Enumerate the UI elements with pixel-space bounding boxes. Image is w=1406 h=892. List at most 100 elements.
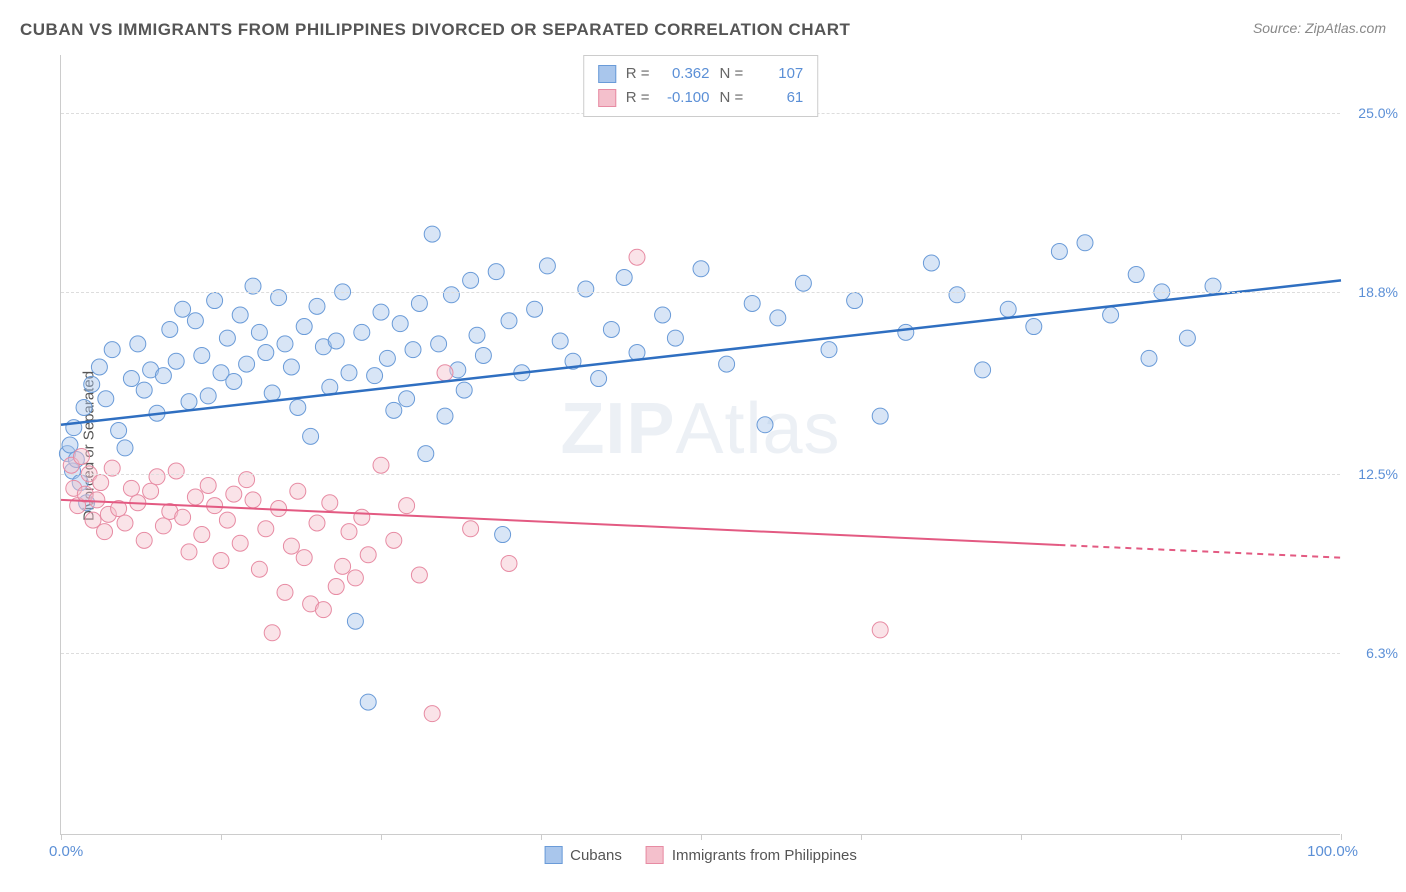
correlation-stats-box: R = 0.362 N = 107 R = -0.100 N = 61 <box>583 55 819 117</box>
scatter-point <box>603 321 619 337</box>
y-tick-label: 25.0% <box>1358 105 1398 121</box>
scatter-point <box>93 475 109 491</box>
scatter-point <box>226 486 242 502</box>
scatter-point <box>373 304 389 320</box>
x-tick <box>861 834 862 840</box>
scatter-point <box>386 402 402 418</box>
y-tick-label: 18.8% <box>1358 284 1398 300</box>
legend-swatch-1 <box>544 846 562 864</box>
scatter-point <box>667 330 683 346</box>
scatter-point <box>373 457 389 473</box>
scatter-point <box>456 382 472 398</box>
scatter-point <box>341 365 357 381</box>
legend-item-2: Immigrants from Philippines <box>646 846 857 864</box>
scatter-point <box>136 532 152 548</box>
scatter-point <box>431 336 447 352</box>
scatter-point <box>424 226 440 242</box>
scatter-point <box>501 555 517 571</box>
scatter-point <box>501 313 517 329</box>
trend-line <box>61 500 1059 545</box>
n-label: N = <box>720 62 744 86</box>
stats-row-series2: R = -0.100 N = 61 <box>598 86 804 110</box>
scatter-point <box>322 495 338 511</box>
x-tick <box>1341 834 1342 840</box>
scatter-point <box>898 324 914 340</box>
scatter-point <box>245 492 261 508</box>
scatter-point <box>149 469 165 485</box>
scatter-point <box>219 512 235 528</box>
scatter-point <box>117 515 133 531</box>
x-tick <box>1181 834 1182 840</box>
scatter-point <box>315 602 331 618</box>
x-tick <box>381 834 382 840</box>
legend-swatch-2 <box>646 846 664 864</box>
swatch-series2 <box>598 89 616 107</box>
scatter-point <box>527 301 543 317</box>
scatter-point <box>89 492 105 508</box>
scatter-point <box>309 298 325 314</box>
scatter-point <box>347 613 363 629</box>
scatter-point <box>770 310 786 326</box>
scatter-point <box>1077 235 1093 251</box>
scatter-point <box>136 382 152 398</box>
scatter-point <box>168 353 184 369</box>
scatter-point <box>168 463 184 479</box>
scatter-point <box>73 449 89 465</box>
scatter-point <box>264 625 280 641</box>
scatter-point <box>360 694 376 710</box>
scatter-point <box>303 428 319 444</box>
scatter-point <box>443 287 459 303</box>
scatter-point <box>757 417 773 433</box>
n-value-1: 107 <box>753 62 803 86</box>
scatter-point <box>379 350 395 366</box>
scatter-point <box>76 399 92 415</box>
scatter-point <box>405 342 421 358</box>
scatter-point <box>1051 243 1067 259</box>
scatter-point <box>187 489 203 505</box>
chart-plot-area: ZIPAtlas R = 0.362 N = 107 R = -0.100 N … <box>60 55 1340 835</box>
x-tick <box>701 834 702 840</box>
r-label: R = <box>626 86 650 110</box>
scatter-point <box>469 327 485 343</box>
scatter-point <box>437 408 453 424</box>
scatter-point <box>239 356 255 372</box>
scatter-point <box>463 521 479 537</box>
scatter-point <box>328 579 344 595</box>
x-tick <box>61 834 62 840</box>
scatter-point <box>655 307 671 323</box>
stats-row-series1: R = 0.362 N = 107 <box>598 62 804 86</box>
x-axis-max-label: 100.0% <box>1307 843 1358 860</box>
scatter-point <box>335 558 351 574</box>
scatter-point <box>475 347 491 363</box>
scatter-point <box>463 272 479 288</box>
scatter-point <box>1141 350 1157 366</box>
chart-title: CUBAN VS IMMIGRANTS FROM PHILIPPINES DIV… <box>20 20 850 40</box>
scatter-point <box>872 622 888 638</box>
scatter-point <box>719 356 735 372</box>
scatter-point <box>277 584 293 600</box>
scatter-point <box>975 362 991 378</box>
legend-label-2: Immigrants from Philippines <box>672 847 857 864</box>
scatter-point <box>386 532 402 548</box>
scatter-point <box>795 275 811 291</box>
scatter-point <box>155 518 171 534</box>
x-tick <box>221 834 222 840</box>
scatter-point <box>181 544 197 560</box>
scatter-point <box>328 333 344 349</box>
scatter-point <box>91 359 107 375</box>
scatter-point <box>232 535 248 551</box>
scatter-svg <box>61 55 1340 834</box>
gridline <box>61 292 1340 293</box>
x-tick <box>1021 834 1022 840</box>
scatter-point <box>392 316 408 332</box>
scatter-point <box>194 527 210 543</box>
scatter-point <box>123 480 139 496</box>
scatter-point <box>1128 267 1144 283</box>
scatter-point <box>354 324 370 340</box>
scatter-point <box>411 567 427 583</box>
scatter-point <box>578 281 594 297</box>
scatter-point <box>591 371 607 387</box>
scatter-point <box>693 261 709 277</box>
scatter-point <box>117 440 133 456</box>
scatter-point <box>162 321 178 337</box>
